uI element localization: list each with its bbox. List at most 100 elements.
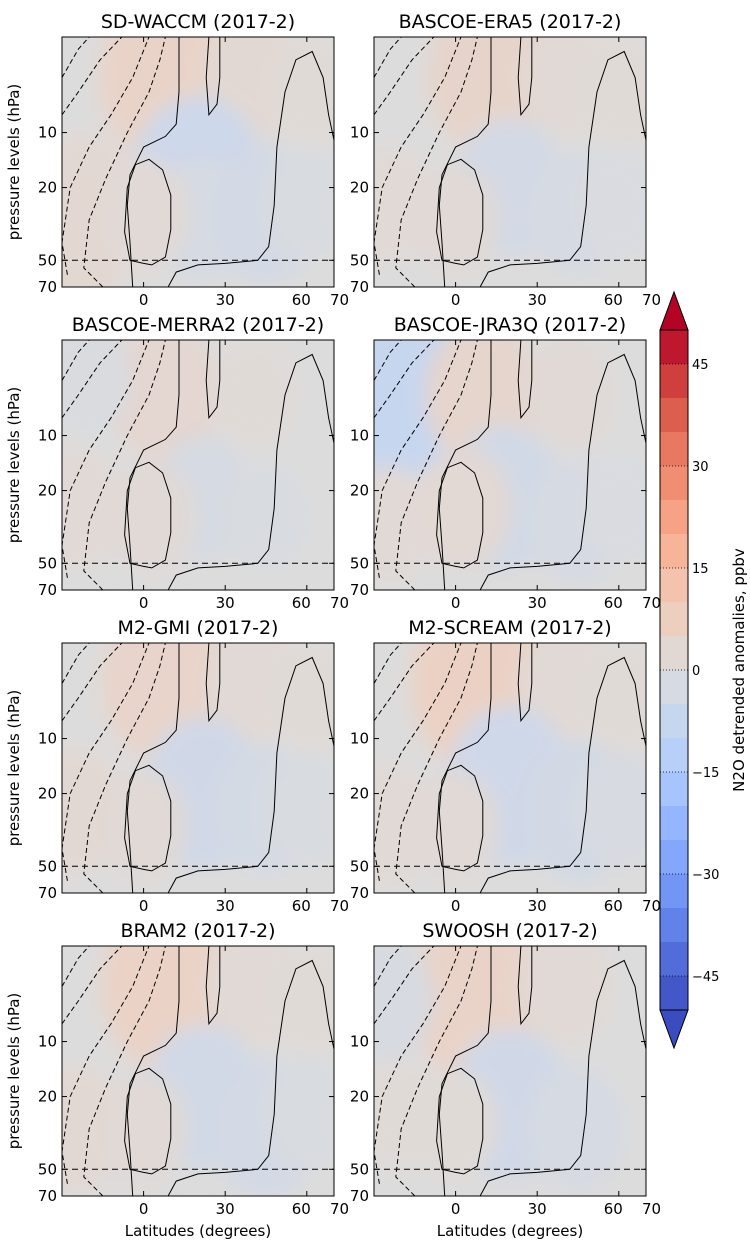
y-tick-label: 70 (350, 884, 369, 902)
contour-solid-2 (479, 959, 646, 1196)
colorbar-segment (660, 874, 688, 909)
x-tick-label: 30 (216, 1200, 235, 1218)
contour-dashed-3 (374, 643, 435, 722)
y-tick-label: 10 (38, 730, 57, 748)
y-tick-label: 20 (350, 482, 369, 500)
x-tick-label: 60 (292, 291, 311, 309)
colorbar-segment (660, 738, 688, 773)
x-tick-label: 30 (216, 291, 235, 309)
y-tick-label: 10 (350, 1033, 369, 1051)
x-tick-label: 30 (216, 897, 235, 915)
x-axis-label: Latitudes (degrees) (437, 1222, 583, 1240)
plot-frame (373, 36, 647, 288)
x-tick-label: 70 (642, 291, 661, 309)
y-axis-label: pressure levels (hPa) (5, 993, 23, 1150)
colorbar-segment (660, 568, 688, 603)
y-tick-label: 70 (38, 1187, 57, 1205)
contour-dashed-3 (62, 643, 123, 722)
contour-tongue (517, 340, 533, 420)
anomaly-8-level-1 (412, 770, 500, 881)
panel-5: 0 30 60 70 10 20 50 70 M2-GMI (2017-2) pressure l… (5, 617, 349, 915)
contour-tongue (517, 643, 533, 723)
anomaly-2-level-1 (210, 341, 295, 449)
x-tick-label: 60 (292, 897, 311, 915)
y-tick-label: 10 (38, 427, 57, 445)
x-tick-label: 30 (528, 594, 547, 612)
anomaly-field (374, 340, 646, 585)
contour-dashed-4 (62, 946, 90, 987)
contour-dashed-3 (374, 340, 435, 419)
colorbar-segment (660, 704, 688, 739)
x-tick-label: 0 (451, 1200, 461, 1218)
x-tick-label: 60 (292, 594, 311, 612)
contour-solid-2 (479, 656, 646, 893)
x-tick-label: 60 (604, 291, 623, 309)
y-tick-label: 50 (350, 1160, 369, 1178)
contour-tongue (205, 643, 221, 723)
y-tick-label: 50 (38, 857, 57, 875)
anomaly-1-level-1 (111, 340, 219, 463)
anomaly-7-level-1 (575, 150, 646, 261)
contour-tongue (205, 340, 221, 420)
plot-frame (61, 642, 335, 894)
x-tick-label: 60 (292, 1200, 311, 1218)
anomaly-3-level-1 (270, 38, 334, 146)
x-tick-label: 70 (330, 1200, 349, 1218)
y-tick-label: 20 (38, 785, 57, 803)
contour-dashed-3 (374, 37, 435, 116)
anomaly-6-level-1 (62, 340, 132, 434)
plot-area (374, 946, 646, 1196)
y-tick-label: 10 (350, 730, 369, 748)
panel-8: 0 30 60 70 10 20 50 70 SWOOSH (2017-2) Latitudes … (350, 920, 661, 1240)
x-tick-label: 70 (642, 594, 661, 612)
colorbar-segment (660, 670, 688, 705)
y-axis-label: pressure levels (hPa) (5, 387, 23, 544)
plot-frame (373, 339, 647, 591)
anomaly-field (374, 946, 628, 1191)
contour-solid-1 (126, 37, 180, 287)
x-tick-label: 60 (604, 594, 623, 612)
anomaly-3-level-1 (270, 644, 334, 752)
contour-dashed-4 (374, 37, 402, 78)
contour-solid-2 (167, 959, 334, 1196)
contour-solid-2 (479, 353, 646, 590)
contour-solid-1 (438, 340, 492, 590)
contour-dashed-4 (62, 37, 90, 78)
contour-solid-2 (167, 656, 334, 893)
y-tick-label: 20 (38, 179, 57, 197)
colorbar-segment (660, 840, 688, 875)
colorbar-segment (660, 772, 688, 807)
panel-title: BASCOE-MERRA2 (2017-2) (72, 314, 324, 336)
anomaly-10-level-1 (98, 157, 189, 272)
y-tick-label: 70 (38, 581, 57, 599)
y-tick-label: 20 (38, 1088, 57, 1106)
panel-4: 0 30 60 70 10 20 50 70 BASCOE-JRA3Q (2017-2) (350, 314, 661, 612)
anomaly-field (374, 37, 646, 277)
anomaly-9-level-1 (261, 148, 334, 263)
colorbar-segment (660, 330, 688, 365)
plot-frame (61, 945, 335, 1197)
contour-oval (436, 158, 484, 266)
anomaly-5-level-1 (221, 460, 311, 575)
colorbar-tick-label: 15 (692, 562, 709, 577)
panel-6: 0 30 60 70 10 20 50 70 M2-SCREAM (2017-2) (350, 617, 661, 915)
x-tick-label: 70 (330, 897, 349, 915)
contour-solid-1 (438, 946, 492, 1196)
anomaly-2-level-1 (518, 946, 611, 1046)
contour-solid-1 (126, 643, 180, 893)
anomaly-8-level-1 (100, 770, 188, 881)
contour-oval (124, 461, 172, 569)
y-tick-label: 20 (38, 482, 57, 500)
contour-solid-1 (438, 643, 492, 893)
anomaly-7-level-1 (261, 754, 334, 869)
anomaly-3-level-1 (270, 947, 334, 1055)
contour-dashed-3 (62, 340, 123, 419)
y-axis-label: pressure levels (hPa) (5, 84, 23, 241)
anomaly-7-level-1 (261, 1057, 334, 1172)
x-tick-label: 70 (330, 594, 349, 612)
anomaly-7-level-1 (580, 453, 646, 564)
anomaly-7-level-1 (413, 1069, 498, 1177)
x-tick-label: 30 (528, 897, 547, 915)
contour-solid-1 (126, 946, 180, 1196)
